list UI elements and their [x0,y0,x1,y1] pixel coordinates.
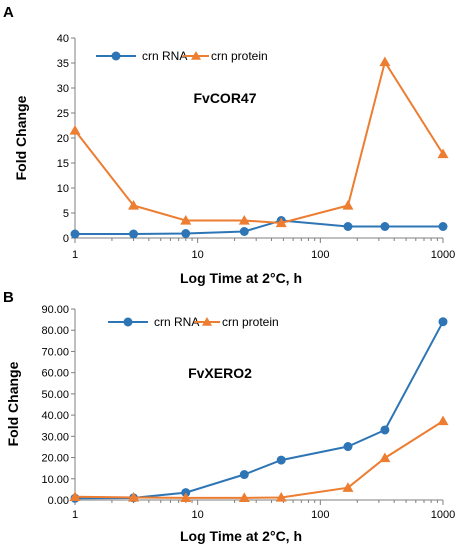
data-point [69,125,81,135]
data-point [128,200,140,210]
data-point [380,222,390,231]
data-point [180,215,192,225]
y-tick-label: 20 [57,133,69,145]
data-point [180,492,192,503]
y-axis-label: Fold Change [5,361,21,446]
legend-marker [123,317,133,327]
series-crn-protein [69,415,449,503]
legend-marker [202,317,212,326]
y-tick-label: 10.00 [41,474,69,486]
data-point [69,491,81,501]
y-tick-label: 40.00 [41,410,69,422]
data-point [128,491,140,502]
x-tick-label: 1000 [431,509,455,521]
panel-label: B [3,289,14,306]
data-point [129,229,139,239]
panel-label: A [3,4,14,21]
data-point [275,217,287,228]
chart-panel-b: B 0.00 10.00 20.00 30.00 40.00 50.00 60.00 70.00… [3,289,455,544]
legend-label: crn protein [222,315,279,329]
y-tick-label: 40 [57,33,69,45]
data-point [239,470,249,480]
y-tick-label: 90.00 [41,304,69,316]
y-tick-label: 35 [57,58,69,70]
data-point [239,227,249,236]
data-point [379,56,391,67]
x-tick-label: 10 [192,249,204,261]
x-tick-label: 100 [311,509,329,521]
legend: crn RNA crn protein [108,315,279,329]
legend-marker [111,51,121,61]
y-tick-label: 10 [57,183,69,195]
series-crn-protein-line [74,420,444,499]
data-point [342,482,354,492]
x-tick-label: 10 [192,509,204,521]
data-point [437,415,449,426]
series-crn-rna [70,317,448,503]
legend-label: crn RNA [142,49,187,63]
chart-panel-a: A 0 5 10 15 20 25 30 35 40 1 10 100 1000 Log Time at 2… [3,4,455,286]
data-point [438,222,448,231]
y-tick-label: 15 [57,158,69,170]
data-point [380,425,390,435]
legend: crn RNA crn protein [96,49,268,63]
data-point [379,452,391,463]
y-tick-label: 30.00 [41,431,69,443]
y-axis-label: Fold Change [13,95,29,180]
legend-label: crn protein [211,49,268,63]
y-tick-label: 50.00 [41,389,69,401]
y-tick-label: 0 [63,233,69,245]
data-point [238,492,250,503]
y-tick-label: 70.00 [41,346,69,358]
legend-marker [191,51,201,60]
y-tick-label: 20.00 [41,453,69,465]
x-tick-label: 1000 [431,249,455,261]
series-crn-protein-line [74,59,444,225]
y-tick-label: 25 [57,108,69,120]
x-tick-label: 1 [72,509,78,521]
y-tick-label: 60.00 [41,368,69,380]
x-axis-label: Log Time at 2°C, h [180,270,302,286]
y-tick-label: 30 [57,83,69,95]
data-point [438,317,448,327]
chart-title: FvXERO2 [188,365,252,381]
data-point [343,222,353,231]
series-crn-rna [70,216,448,239]
x-tick-label: 100 [311,249,329,261]
chart-title: FvCOR47 [193,90,256,106]
data-point [238,215,250,225]
data-point [437,148,449,159]
legend-label: crn RNA [154,315,199,329]
data-point [181,229,191,238]
x-tick-label: 1 [72,249,78,261]
y-tick-label: 5 [63,208,69,220]
y-tick-label: 80.00 [41,325,69,337]
y-tick-label: 0.00 [48,495,69,507]
x-axis-label: Log Time at 2°C, h [180,528,302,544]
data-point [343,442,353,452]
data-point [70,229,80,239]
data-point [276,455,286,465]
series-crn-protein [69,56,449,228]
series-crn-rna-line [74,321,444,500]
data-point [342,200,354,210]
data-point [275,491,287,502]
series-crn-rna-line [75,219,443,235]
